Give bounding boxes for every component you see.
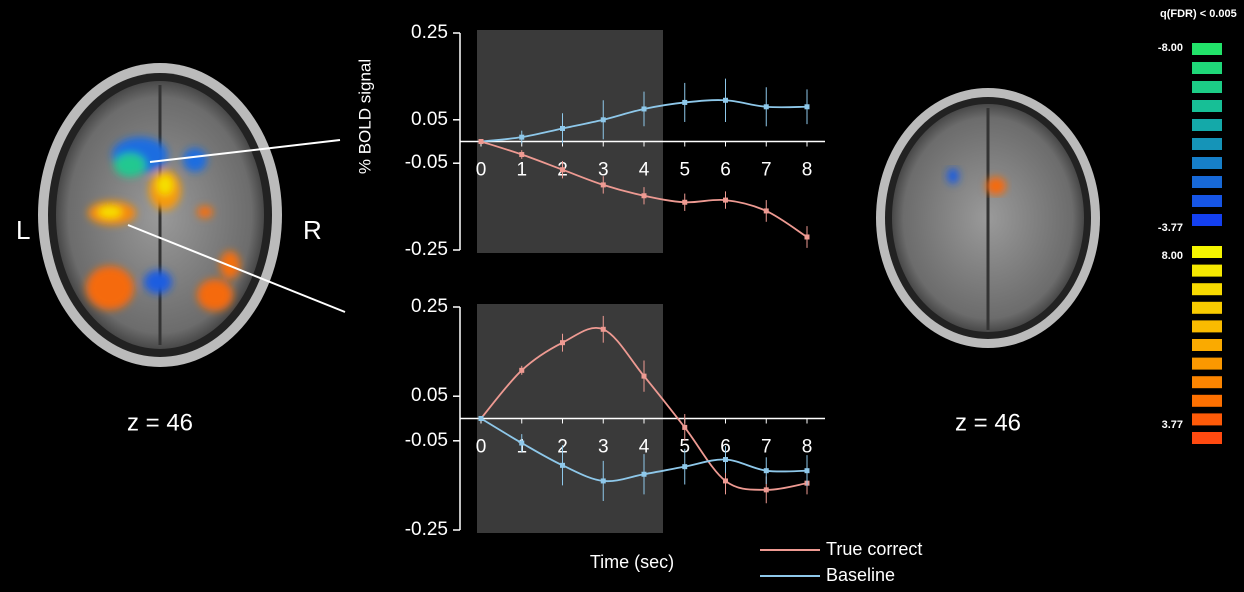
colorbar-swatch: [1192, 214, 1222, 226]
slice-label: z = 46: [127, 409, 193, 436]
data-point: [560, 167, 565, 173]
data-point: [682, 424, 688, 430]
colorbar-swatch: [1192, 339, 1222, 351]
data-point: [560, 125, 565, 131]
data-point: [641, 106, 647, 112]
data-point: [763, 208, 769, 214]
data-point: [641, 373, 647, 379]
slice-label: z = 46: [955, 409, 1021, 436]
data-point: [519, 440, 525, 446]
colorbar-swatch: [1192, 100, 1222, 112]
colorbar-swatch: [1192, 138, 1222, 150]
left-brain-image: [38, 63, 282, 367]
x-tick-label: 5: [679, 437, 690, 458]
colorbar-swatch: [1192, 62, 1222, 74]
x-tick-label: 7: [761, 160, 772, 181]
colorbar-label: -8.00: [1158, 42, 1183, 54]
colorbar-swatch: [1192, 413, 1222, 426]
x-tick-label: 6: [720, 160, 731, 181]
x-tick-label: 3: [598, 437, 609, 458]
y-axis-label: % BOLD signal: [355, 59, 374, 174]
colorbar-swatch: [1192, 432, 1222, 444]
data-point: [560, 340, 565, 346]
data-point: [478, 139, 484, 144]
colorbar-swatch: [1192, 394, 1222, 407]
data-point: [804, 104, 810, 110]
data-point: [723, 457, 728, 463]
y-tick-label: 0.05: [411, 109, 448, 130]
leader-line: [149, 139, 341, 163]
data-point: [519, 152, 525, 158]
x-axis-label: Time (sec): [590, 552, 674, 572]
x-tick-label: 7: [761, 437, 772, 458]
hemisphere-label: L: [16, 215, 30, 245]
data-point: [641, 193, 647, 199]
colorbar-title: q(FDR) < 0.005: [1160, 8, 1237, 20]
colorbar-swatch: [1192, 157, 1222, 169]
y-tick-label: -0.05: [405, 152, 448, 173]
data-point: [560, 462, 565, 468]
colorbar-swatch: [1192, 357, 1222, 370]
colorbar-swatch: [1192, 320, 1222, 333]
x-tick-label: 5: [679, 160, 690, 181]
data-point: [723, 478, 728, 484]
x-tick-label: 8: [802, 160, 813, 181]
x-tick-label: 0: [476, 160, 487, 181]
data-point: [519, 134, 525, 140]
data-point: [600, 182, 606, 188]
x-tick-label: 1: [516, 160, 527, 181]
data-point: [519, 367, 525, 373]
colorbar-swatch: [1192, 119, 1222, 131]
data-point: [682, 464, 688, 470]
colorbar-swatch: [1192, 176, 1222, 188]
data-point: [804, 468, 810, 474]
data-point: [804, 234, 810, 240]
colorbar-swatch: [1192, 246, 1222, 258]
colorbar-swatch: [1192, 283, 1222, 296]
y-tick-label: 0.05: [411, 385, 448, 406]
data-point: [641, 471, 647, 477]
colorbar-swatch: [1192, 264, 1222, 277]
x-tick-label: 8: [802, 437, 813, 458]
colorbar-swatch: [1192, 301, 1222, 314]
legend-label: Baseline: [826, 565, 895, 585]
y-tick-label: 0.25: [411, 296, 448, 317]
data-point: [600, 478, 606, 484]
leader-line: [127, 224, 346, 313]
data-point: [763, 104, 769, 110]
hemisphere-label: R: [303, 215, 322, 245]
data-point: [478, 416, 484, 421]
colorbar-swatch: [1192, 43, 1222, 55]
data-point: [723, 97, 728, 103]
data-point: [763, 468, 769, 474]
data-point: [723, 197, 728, 203]
x-tick-label: 4: [639, 160, 650, 181]
colorbar-swatch: [1192, 195, 1222, 207]
data-point: [600, 117, 606, 123]
y-tick-label: 0.25: [411, 22, 448, 43]
x-tick-label: 0: [476, 437, 487, 458]
x-tick-label: 4: [639, 437, 650, 458]
right-brain-image: [876, 88, 1100, 348]
y-tick-label: -0.25: [405, 239, 448, 260]
data-point: [763, 487, 769, 493]
data-point: [682, 199, 688, 205]
colorbar-label: 8.00: [1162, 250, 1183, 262]
colorbar-swatch: [1192, 376, 1222, 389]
data-point: [682, 99, 688, 105]
colorbar-label: 3.77: [1162, 419, 1183, 431]
legend-label: True correct: [826, 539, 922, 559]
colorbar-label: -3.77: [1158, 222, 1183, 234]
x-tick-label: 3: [598, 160, 609, 181]
y-tick-label: -0.05: [405, 430, 448, 451]
data-point: [600, 326, 606, 332]
y-tick-label: -0.25: [405, 519, 448, 540]
colorbar-swatch: [1192, 81, 1222, 93]
